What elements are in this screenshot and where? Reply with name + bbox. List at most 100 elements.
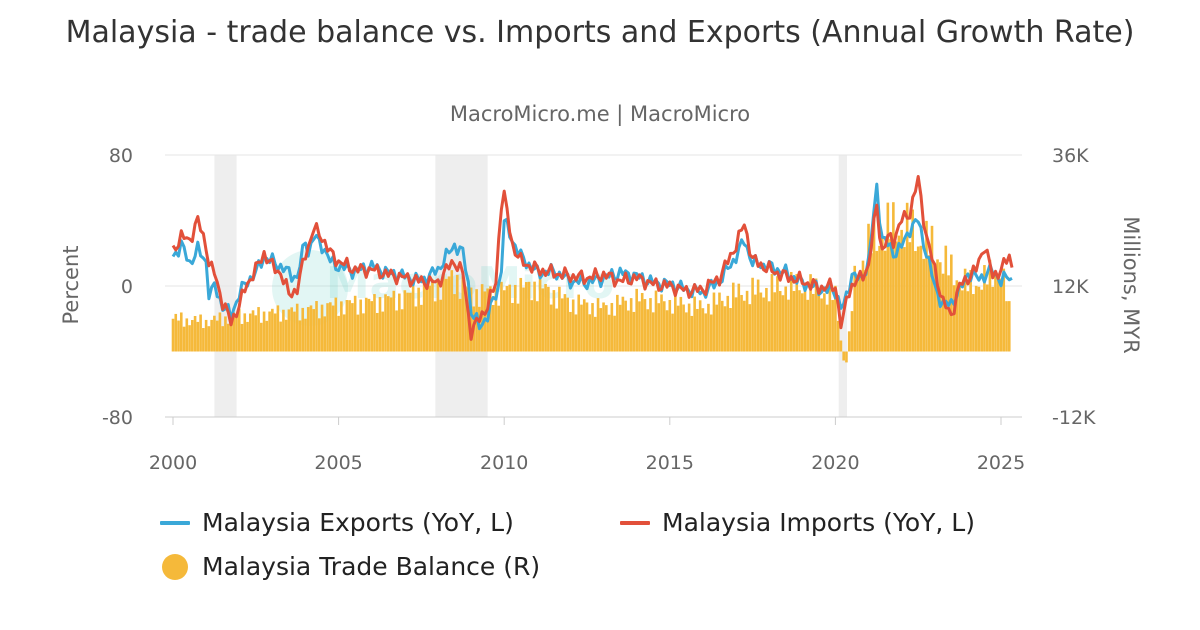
trade-balance-bar [273, 313, 277, 352]
trade-balance-bar [718, 292, 721, 352]
trade-balance-bar [646, 309, 650, 352]
trade-balance-bar [455, 274, 459, 352]
trade-balance-bar [792, 291, 796, 352]
trade-balance-bar [229, 316, 233, 352]
trade-balance-bar [845, 351, 848, 363]
trade-balance-bar [345, 299, 349, 352]
trade-balance-bar [403, 290, 407, 352]
trade-balance-bar [362, 313, 365, 352]
trade-balance-bar [329, 302, 332, 352]
trade-balance-bar [864, 269, 868, 352]
trade-balance-bar [977, 286, 981, 352]
trade-balance-bar [502, 290, 506, 352]
trade-balance-bar [925, 220, 928, 352]
x-tick-label: 2000 [149, 452, 197, 474]
trade-balance-bar [657, 303, 661, 352]
legend-label-imports: Malaysia Imports (YoY, L) [662, 508, 975, 537]
trade-balance-bar [823, 293, 826, 352]
trade-balance-bar [883, 250, 887, 352]
trade-balance-bar [226, 323, 230, 352]
trade-balance-bar [574, 314, 578, 352]
trade-balance-bar [605, 305, 608, 352]
trade-balance-bar [251, 310, 255, 352]
trade-balance-bar [828, 281, 832, 352]
y-left-tick-label: 0 [121, 276, 133, 298]
trade-balance-bar [640, 292, 644, 352]
trade-balance-bar [461, 276, 465, 352]
trade-balance-bar [569, 311, 572, 352]
legend-item-balance[interactable]: Malaysia Trade Balance (R) [160, 552, 540, 581]
trade-balance-bar [900, 229, 903, 352]
trade-balance-bar [632, 311, 636, 352]
trade-balance-bar [560, 298, 564, 352]
trade-balance-bar [690, 315, 694, 352]
trade-balance-bar [847, 331, 851, 352]
trade-balance-bar [726, 295, 730, 352]
trade-balance-bar [386, 296, 390, 352]
trade-balance-bar [762, 297, 765, 352]
trade-balance-bar [500, 281, 503, 352]
watermark-logo-icon [272, 250, 348, 326]
trade-balance-bar [320, 304, 324, 352]
trade-balance-bar [919, 245, 923, 352]
x-tick-label: 2025 [977, 452, 1025, 474]
trade-balance-bar [298, 320, 302, 352]
trade-balance-bar [616, 294, 619, 352]
legend-item-imports[interactable]: Malaysia Imports (YoY, L) [620, 508, 975, 537]
trade-balance-bar [825, 304, 829, 352]
y-left-tick-label: -80 [102, 407, 133, 429]
trade-balance-bar [367, 298, 371, 352]
trade-balance-bar [635, 288, 638, 352]
trade-balance-bar [685, 312, 688, 352]
trade-balance-bar [944, 245, 948, 352]
trade-balance-bar [814, 278, 818, 352]
trade-balance-bar [715, 304, 719, 352]
trade-balance-bar [235, 317, 238, 352]
trade-balance-bar [524, 282, 528, 352]
legend-swatch-imports [620, 520, 650, 525]
trade-balance-bar [433, 301, 437, 352]
trade-balance-bar [522, 287, 525, 352]
trade-balance-bar [547, 286, 550, 352]
trade-balance-bar [800, 293, 804, 352]
trade-balance-bar [836, 320, 840, 352]
trade-balance-bar [709, 314, 713, 352]
trade-balance-bar [290, 307, 293, 352]
trade-balance-bar [447, 276, 451, 352]
trade-balance-bar [679, 296, 683, 352]
trade-balance-bar [411, 286, 415, 352]
trade-balance-bar [892, 202, 895, 352]
trade-balance-bar [563, 294, 567, 352]
trade-balance-bar [224, 316, 227, 352]
legend-item-exports[interactable]: Malaysia Exports (YoY, L) [160, 508, 514, 537]
trade-balance-bar [743, 300, 746, 352]
trade-balance-bar [676, 305, 680, 352]
trade-balance-bar [378, 297, 382, 352]
trade-balance-bar [985, 284, 989, 352]
trade-balance-bar [712, 292, 716, 352]
trade-balance-bar [966, 291, 970, 352]
trade-balance-bar [174, 313, 178, 352]
x-tick-label: 2010 [480, 452, 528, 474]
trade-balance-bar [519, 277, 523, 352]
x-tick-label: 2015 [646, 452, 694, 474]
trade-balance-bar [638, 301, 641, 352]
trade-balance-bar [538, 275, 542, 352]
axes: 80 0 -80 36K 12K -12K 2000 2005 2010 2015 2020 2025 [102, 145, 1096, 474]
trade-balance-bar [629, 298, 633, 352]
trade-balance-bar [337, 315, 340, 352]
trade-balance-bar [1007, 301, 1011, 352]
trade-balance-bar [930, 225, 934, 352]
trade-balance-bar [218, 312, 222, 352]
trade-balance-bar [425, 286, 429, 352]
trade-balance-bar [431, 279, 434, 352]
trade-balance-bar [1005, 301, 1008, 352]
trade-balance-bar [820, 298, 823, 352]
trade-balance-bar [952, 285, 956, 352]
trade-balance-bar [914, 251, 917, 352]
trade-balance-bar [196, 321, 200, 352]
trade-balance-bar [262, 311, 266, 352]
trade-balance-bar [878, 245, 881, 352]
trade-balance-bar [566, 297, 569, 352]
